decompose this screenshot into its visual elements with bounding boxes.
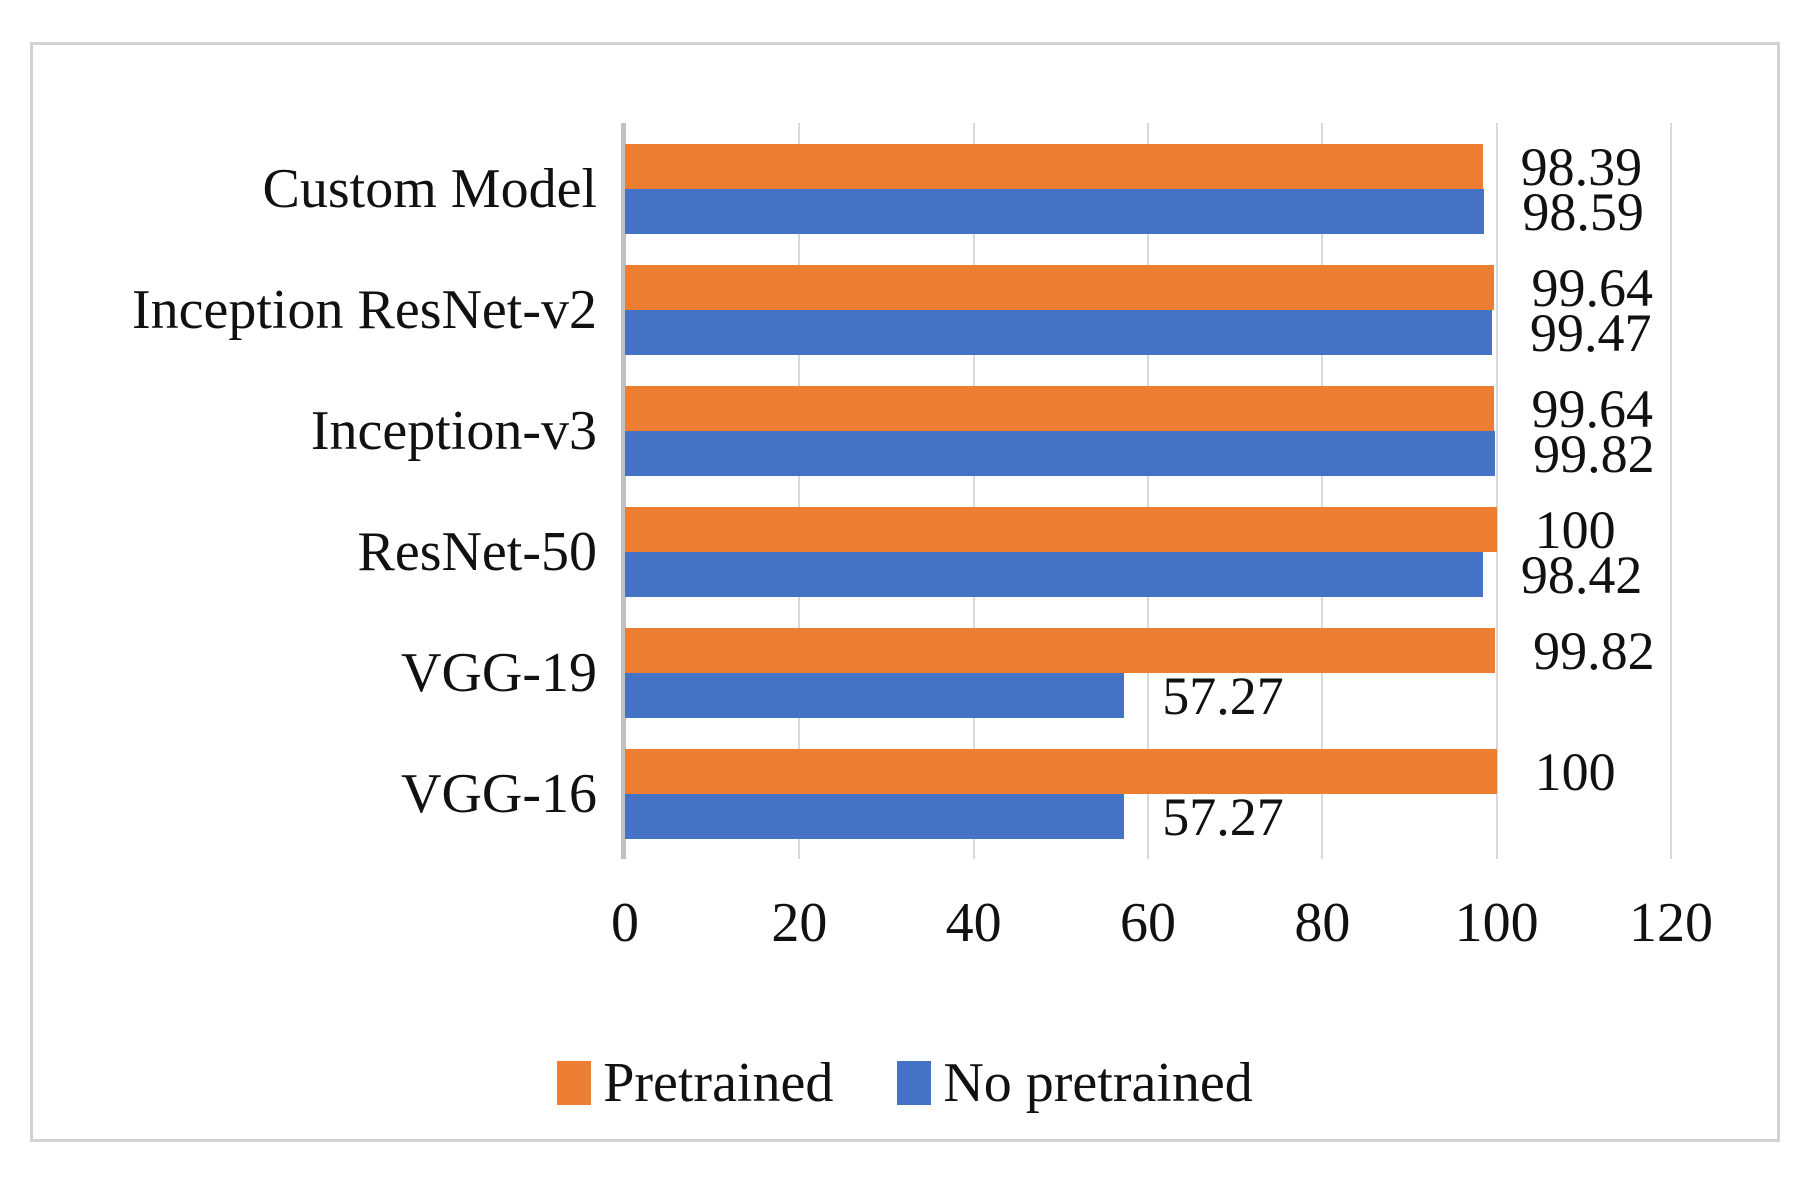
no-pretrained-bar-inception-v3 <box>625 431 1496 476</box>
value-label-no-pretrained-resnet-50: 98.42 <box>1520 544 1643 605</box>
no-pretrained-bar-custom-model <box>625 189 1485 234</box>
chart-frame: 98.39 98.59 99.64 99.47 99.64 99.82 100 98.42 99… <box>30 42 1780 1142</box>
pretrained-bar-resnet-50 <box>625 507 1497 552</box>
legend: Pretrained No pretrained <box>33 1047 1777 1119</box>
category-label-vgg-16: VGG-16 <box>401 763 597 825</box>
pretrained-bar-inception-resnet-v2 <box>625 265 1494 310</box>
pretrained-bar-vgg-19 <box>625 628 1496 673</box>
category-label-inception-resnet-v2: Inception ResNet-v2 <box>132 279 597 341</box>
legend-swatch-pretrained <box>557 1061 592 1105</box>
gridline-120 <box>1670 123 1672 859</box>
category-label-custom-model: Custom Model <box>262 158 597 220</box>
gridline-60 <box>1147 123 1149 859</box>
value-label-no-pretrained-inception-resnet-v2: 99.47 <box>1530 302 1652 363</box>
x-tick-label-120: 120 <box>1629 892 1713 954</box>
value-label-no-pretrained-vgg-16: 57.27 <box>1162 786 1284 847</box>
no-pretrained-bar-vgg-16 <box>625 794 1125 839</box>
category-label-inception-v3: Inception-v3 <box>310 400 597 462</box>
pretrained-bar-inception-v3 <box>625 386 1494 431</box>
category-axis-line <box>621 123 626 859</box>
legend-label-pretrained: Pretrained <box>603 1052 834 1114</box>
category-label-vgg-19: VGG-19 <box>401 642 597 704</box>
value-label-pretrained-inception-resnet-v2: 99.64 <box>1531 257 1654 318</box>
x-tick-label-20: 20 <box>771 892 828 954</box>
plot-area: 98.39 98.59 99.64 99.47 99.64 99.82 100 98.42 99… <box>621 123 1672 859</box>
legend-swatch-no-pretrained <box>897 1061 932 1105</box>
x-tick-label-100: 100 <box>1454 892 1539 954</box>
value-label-pretrained-vgg-16: 100 <box>1534 741 1616 802</box>
category-label-resnet-50: ResNet-50 <box>357 521 597 583</box>
chart-canvas: 98.39 98.59 99.64 99.47 99.64 99.82 100 98.42 99… <box>33 45 1777 1139</box>
gridline-40 <box>972 123 975 859</box>
x-tick-label-40: 40 <box>945 892 1002 954</box>
value-label-pretrained-inception-v3: 99.64 <box>1531 378 1654 439</box>
gridline-20 <box>798 123 801 859</box>
value-label-no-pretrained-custom-model: 98.59 <box>1522 181 1644 242</box>
x-tick-label-0: 0 <box>611 892 639 954</box>
value-label-pretrained-resnet-50: 100 <box>1534 499 1616 560</box>
pretrained-bar-vgg-16 <box>625 749 1497 794</box>
legend-item-pretrained: Pretrained <box>557 1051 833 1115</box>
x-tick-label-80: 80 <box>1294 892 1351 954</box>
gridline-80 <box>1321 123 1324 859</box>
value-label-pretrained-custom-model: 98.39 <box>1520 136 1643 197</box>
value-label-pretrained-vgg-19: 99.82 <box>1533 620 1655 681</box>
legend-item-no-pretrained: No pretrained <box>897 1051 1253 1115</box>
x-tick-label-60: 60 <box>1120 892 1176 954</box>
legend-label-no-pretrained: No pretrained <box>943 1052 1253 1114</box>
no-pretrained-bar-vgg-19 <box>625 673 1125 718</box>
value-label-no-pretrained-inception-v3: 99.82 <box>1533 423 1655 484</box>
no-pretrained-bar-resnet-50 <box>625 552 1483 597</box>
gridline-100 <box>1495 123 1498 859</box>
value-label-no-pretrained-vgg-19: 57.27 <box>1162 665 1284 726</box>
no-pretrained-bar-inception-resnet-v2 <box>625 310 1493 355</box>
pretrained-bar-custom-model <box>625 144 1483 189</box>
